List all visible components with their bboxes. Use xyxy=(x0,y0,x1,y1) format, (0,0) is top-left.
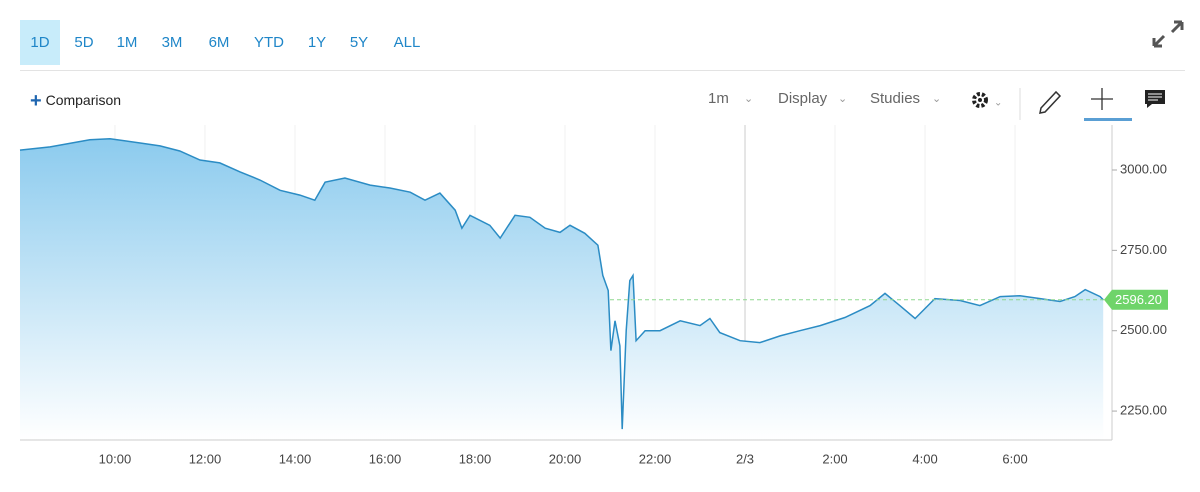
svg-text:⌄: ⌄ xyxy=(994,98,1002,109)
x-tick-label: 16:00 xyxy=(369,451,402,466)
display-button[interactable]: Display xyxy=(778,90,828,107)
range-button[interactable]: 5Y xyxy=(349,34,369,51)
x-tick-label: 14:00 xyxy=(279,451,312,466)
y-tick-label: 2750.00 xyxy=(1120,242,1167,257)
x-tick-label: 6:00 xyxy=(1002,451,1027,466)
range-button[interactable]: 3M xyxy=(161,34,183,51)
price-line xyxy=(19,138,1104,430)
range-button[interactable]: 1M xyxy=(116,34,138,51)
y-tick-label: 2500.00 xyxy=(1120,322,1167,337)
comparison-button[interactable]: + Comparison xyxy=(30,90,122,112)
range-button[interactable]: 6M xyxy=(208,34,230,51)
chevron: ⌄ xyxy=(838,93,848,105)
x-tick-label: 2/3 xyxy=(736,451,754,466)
x-tick-label: 18:00 xyxy=(459,451,492,466)
chevron: ⌄ xyxy=(932,93,942,105)
x-tick-label: 4:00 xyxy=(912,451,937,466)
chart: 10:00 12:00 14:00 16:00 18:00 20:00 22:00 2/3 2:… xyxy=(19,125,1168,466)
x-tick-label: 2:00 xyxy=(822,451,847,466)
range-button[interactable]: ALL xyxy=(393,34,421,51)
divider xyxy=(20,70,1185,71)
selected-underline xyxy=(1084,118,1132,121)
x-tick-label: 22:00 xyxy=(639,451,672,466)
y-tick-label: 2250.00 xyxy=(1120,403,1167,418)
settings-icon[interactable]: ⌄ xyxy=(972,92,1002,109)
x-tick-label: 10:00 xyxy=(99,451,132,466)
range-button[interactable]: YTD xyxy=(254,34,284,51)
interval-button[interactable]: 1m xyxy=(708,90,729,107)
tool-icons: ⌄ xyxy=(972,88,1165,121)
chevron: ⌄ xyxy=(744,93,754,105)
y-tick-label: 3000.00 xyxy=(1120,161,1167,176)
comparison-label: Comparison xyxy=(45,92,122,108)
expand-icon[interactable] xyxy=(1150,18,1186,50)
last-price-label: 2596.20 xyxy=(1115,292,1162,307)
crosshair-icon[interactable] xyxy=(1091,88,1113,110)
range-button[interactable]: 1Y xyxy=(307,34,327,51)
range-button[interactable]: 1D xyxy=(20,20,60,65)
x-tick-label: 12:00 xyxy=(189,451,222,466)
range-button[interactable]: 5D xyxy=(74,34,94,51)
x-tick-label: 20:00 xyxy=(549,451,582,466)
draw-icon[interactable] xyxy=(1039,90,1062,114)
comment-icon[interactable] xyxy=(1145,90,1165,108)
last-price-tag xyxy=(1104,289,1168,310)
area-fill xyxy=(20,138,1104,441)
studies-button[interactable]: Studies xyxy=(870,90,921,107)
